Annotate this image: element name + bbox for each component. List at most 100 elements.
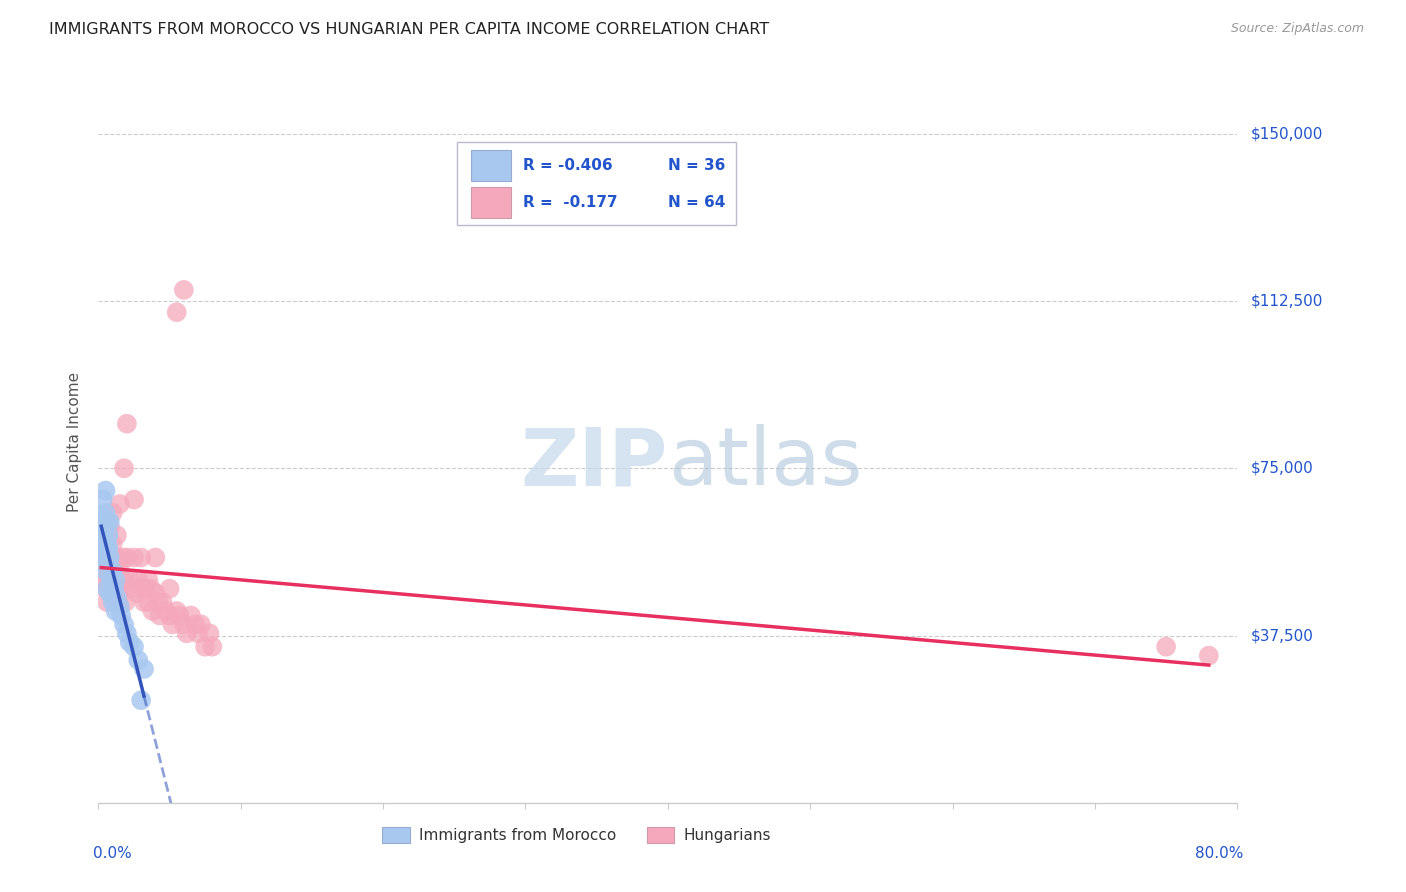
Point [176, 626, 198, 640]
Point [94, 519, 117, 533]
Text: R =  -0.177: R = -0.177 [523, 194, 617, 210]
Point [159, 582, 181, 596]
Point [112, 573, 135, 587]
Point [97, 528, 120, 542]
Point [104, 604, 127, 618]
Point [159, 608, 181, 623]
Point [155, 604, 177, 618]
Point [101, 595, 124, 609]
Point [101, 506, 124, 520]
Point [104, 582, 127, 596]
Point [180, 608, 202, 623]
Point [201, 640, 224, 654]
FancyBboxPatch shape [457, 142, 737, 225]
Text: N = 64: N = 64 [668, 194, 725, 210]
Point [112, 617, 135, 632]
Point [103, 564, 125, 578]
Point [145, 586, 167, 600]
Point [97, 555, 120, 569]
FancyBboxPatch shape [471, 187, 510, 218]
Point [129, 550, 152, 565]
Point [108, 564, 131, 578]
Point [134, 582, 156, 596]
Point [97, 541, 120, 556]
Point [190, 617, 212, 632]
Point [173, 283, 195, 297]
Text: N = 36: N = 36 [668, 158, 725, 173]
Point [184, 617, 207, 632]
Point [110, 582, 132, 596]
Point [93, 528, 115, 542]
Point [173, 617, 195, 632]
Point [98, 550, 121, 565]
Text: $112,500: $112,500 [1251, 293, 1323, 309]
Point [194, 640, 217, 654]
Text: IMMIGRANTS FROM MOROCCO VS HUNGARIAN PER CAPITA INCOME CORRELATION CHART: IMMIGRANTS FROM MOROCCO VS HUNGARIAN PER… [49, 22, 769, 37]
Point [104, 550, 127, 565]
Text: Source: ZipAtlas.com: Source: ZipAtlas.com [1230, 22, 1364, 36]
Point [100, 573, 122, 587]
Point [104, 573, 127, 587]
Point [169, 608, 191, 623]
Point [108, 599, 131, 614]
Point [93, 573, 115, 587]
Legend: Immigrants from Morocco, Hungarians: Immigrants from Morocco, Hungarians [377, 821, 778, 849]
Point [91, 524, 114, 538]
Point [94, 582, 117, 596]
Point [129, 693, 152, 707]
Point [162, 617, 184, 632]
Point [101, 564, 124, 578]
Point [122, 640, 145, 654]
Point [90, 537, 112, 551]
Point [94, 528, 117, 542]
Point [94, 506, 117, 520]
Point [115, 550, 138, 565]
Point [105, 528, 128, 542]
Point [107, 595, 129, 609]
Point [96, 582, 118, 596]
Point [93, 510, 115, 524]
Point [97, 541, 120, 556]
Point [98, 586, 121, 600]
Text: $37,500: $37,500 [1251, 628, 1315, 643]
Text: 0.0%: 0.0% [93, 847, 132, 861]
Text: $75,000: $75,000 [1251, 461, 1315, 475]
Point [111, 550, 134, 565]
Point [1198, 648, 1220, 663]
Point [93, 546, 115, 560]
Point [166, 305, 188, 319]
Point [127, 653, 149, 667]
Point [115, 626, 138, 640]
Point [145, 550, 167, 565]
Point [132, 595, 155, 609]
Point [94, 564, 117, 578]
Point [101, 537, 124, 551]
Point [132, 662, 155, 676]
Point [98, 515, 121, 529]
Text: atlas: atlas [668, 425, 862, 502]
Point [96, 537, 118, 551]
Point [96, 595, 118, 609]
Point [112, 461, 135, 475]
Point [122, 550, 145, 565]
Point [94, 483, 117, 498]
Point [127, 573, 149, 587]
Point [110, 608, 132, 623]
Point [103, 582, 125, 596]
Text: 80.0%: 80.0% [1195, 847, 1243, 861]
Point [122, 492, 145, 507]
Point [136, 595, 159, 609]
Point [139, 582, 162, 596]
Text: $150,000: $150,000 [1251, 127, 1323, 141]
Point [105, 591, 128, 605]
Point [114, 595, 136, 609]
Point [187, 626, 209, 640]
Point [1154, 640, 1177, 654]
Point [152, 595, 174, 609]
Point [91, 492, 114, 507]
Point [115, 417, 138, 431]
Point [149, 608, 172, 623]
Point [125, 586, 148, 600]
Point [91, 550, 114, 565]
Point [141, 604, 163, 618]
